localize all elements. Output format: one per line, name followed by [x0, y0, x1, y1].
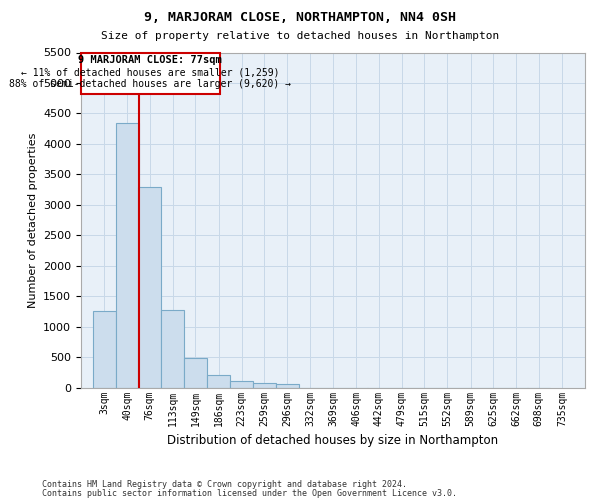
Bar	[138, 186, 161, 388]
Text: Contains HM Land Registry data © Crown copyright and database right 2024.: Contains HM Land Registry data © Crown c…	[42, 480, 407, 489]
Bar	[276, 384, 299, 388]
Text: Contains public sector information licensed under the Open Government Licence v3: Contains public sector information licen…	[42, 490, 457, 498]
Y-axis label: Number of detached properties: Number of detached properties	[28, 132, 38, 308]
Text: 9 MARJORAM CLOSE: 77sqm: 9 MARJORAM CLOSE: 77sqm	[79, 54, 222, 64]
Text: Size of property relative to detached houses in Northampton: Size of property relative to detached ho…	[101, 31, 499, 41]
Bar	[161, 310, 184, 388]
Bar	[184, 358, 207, 388]
Text: ← 11% of detached houses are smaller (1,259): ← 11% of detached houses are smaller (1,…	[21, 67, 280, 77]
Bar	[116, 122, 139, 388]
Bar	[207, 374, 230, 388]
Text: 9, MARJORAM CLOSE, NORTHAMPTON, NN4 0SH: 9, MARJORAM CLOSE, NORTHAMPTON, NN4 0SH	[144, 11, 456, 24]
Bar	[253, 382, 276, 388]
Bar	[92, 312, 116, 388]
Bar	[230, 382, 253, 388]
X-axis label: Distribution of detached houses by size in Northampton: Distribution of detached houses by size …	[167, 434, 499, 447]
Text: 88% of semi-detached houses are larger (9,620) →: 88% of semi-detached houses are larger (…	[10, 78, 292, 88]
Bar	[81, 52, 220, 94]
